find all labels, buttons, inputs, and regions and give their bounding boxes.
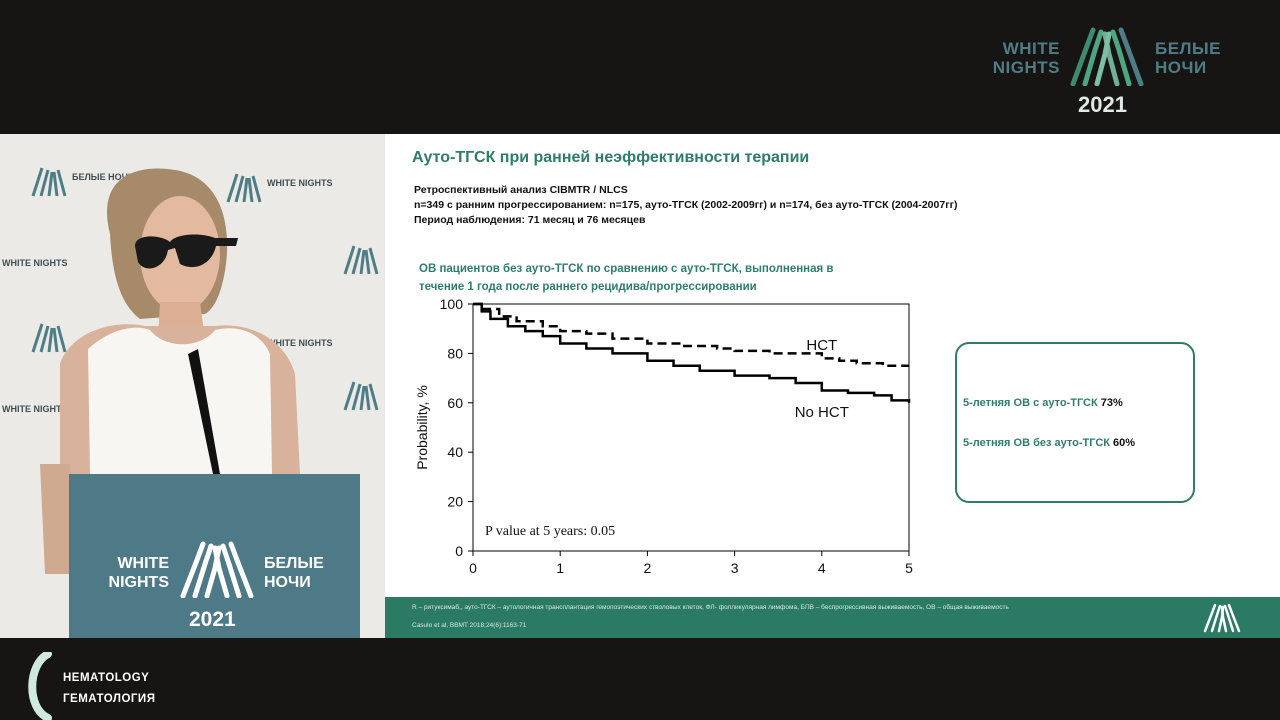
summary-label: 5-летняя ОВ с ауто-ТГСК bbox=[963, 397, 1098, 409]
summary-label: 5-летняя ОВ без ауто-ТГСК bbox=[963, 437, 1110, 449]
chart-subtitle: ОВ пациентов без ауто-ТГСК по сравнению … bbox=[419, 263, 834, 293]
summary-box: 5-летняя ОВ с ауто-ТГСК 73% 5-летняя ОВ … bbox=[955, 342, 1195, 503]
series-label: No HCT bbox=[795, 404, 849, 421]
podium-logo-icon bbox=[180, 541, 254, 598]
podium-year: 2021 bbox=[189, 608, 236, 631]
p-value-annotation: P value at 5 years: 0.05 bbox=[485, 524, 615, 539]
x-tick-label: 3 bbox=[731, 560, 739, 576]
footer-abbreviations: R – ритуксимаб,, ауто-ТГСК – аутологична… bbox=[412, 604, 1009, 611]
presentation-slide: Ауто-ТГСК при ранней неэффективности тер… bbox=[385, 134, 1280, 638]
backdrop-logo bbox=[30, 320, 70, 359]
backdrop-logo bbox=[342, 242, 382, 281]
x-tick-label: 5 bbox=[905, 560, 913, 576]
slide-footer: R – ритуксимаб,, ауто-ТГСК – аутологична… bbox=[385, 597, 1280, 638]
y-tick-label: 80 bbox=[447, 345, 463, 361]
summary-value: 60% bbox=[1113, 437, 1136, 449]
backdrop-logo-icon bbox=[343, 245, 379, 275]
x-tick-label: 2 bbox=[644, 560, 652, 576]
top-bar bbox=[0, 0, 1280, 134]
study-info-line: Ретроспективный анализ CIBMTR / NLCS bbox=[414, 184, 628, 196]
backdrop-logo-label: WHITE NIGHTS bbox=[267, 178, 333, 188]
y-tick-label: 100 bbox=[440, 296, 464, 312]
summary-value: 73% bbox=[1100, 397, 1123, 409]
footer-logo-icon bbox=[1203, 603, 1241, 633]
caption-arc-icon bbox=[28, 652, 52, 720]
backdrop-logo-icon bbox=[31, 167, 67, 197]
backdrop-logo: WHITE NIGHTS bbox=[225, 170, 333, 209]
backdrop-logo-label: БЕЛЫЕ НОЧИ bbox=[72, 172, 135, 182]
y-axis-label: Probability, % bbox=[414, 385, 430, 470]
podium-text-en: WHITE NIGHTS bbox=[108, 555, 169, 591]
plot-frame bbox=[472, 303, 910, 552]
series-line-hct bbox=[473, 302, 909, 367]
y-tick-label: 0 bbox=[455, 543, 463, 559]
series-line-no-hct bbox=[473, 302, 911, 403]
x-tick-label: 1 bbox=[556, 560, 564, 576]
logo-mark-icon bbox=[1070, 27, 1144, 86]
backdrop-logo-icon bbox=[31, 323, 67, 353]
backdrop-logo: БЕЛЫЕ НОЧИ bbox=[30, 164, 134, 203]
backdrop-logo-icon bbox=[226, 173, 262, 203]
speaker-figure bbox=[40, 168, 300, 574]
summary-line-no-hct: 5-летняя ОВ без ауто-ТГСК 60% bbox=[963, 437, 1135, 449]
study-info-line: Период наблюдения: 71 месяц и 76 месяцев bbox=[414, 214, 646, 226]
event-logo: WHITE NIGHTS БЕЛЫЕ НОЧИ 2021 bbox=[985, 24, 1230, 119]
podium-text-ru: БЕЛЫЕ НОЧИ bbox=[264, 555, 324, 591]
y-tick-label: 40 bbox=[447, 444, 463, 460]
caption-line-ru: ГЕМАТОЛОГИЯ bbox=[63, 693, 156, 705]
study-info-line: n=349 с ранним прогрессированием: n=175,… bbox=[414, 199, 958, 211]
logo-year: 2021 bbox=[1078, 92, 1127, 117]
speaker-video: БЕЛЫЕ НОЧИ WHITE NIGHTS WHITE NIGHTS WHI… bbox=[0, 134, 385, 638]
y-tick-label: 20 bbox=[447, 494, 463, 510]
chart-background bbox=[405, 294, 925, 590]
backdrop-logo bbox=[342, 378, 382, 417]
logo-text-en: WHITE NIGHTS bbox=[992, 39, 1060, 77]
footer-reference: Casulo et al, BBMT 2018;24(6):1163-71 bbox=[412, 622, 527, 629]
podium: WHITE NIGHTS БЕЛЫЕ НОЧИ 2021 bbox=[69, 474, 360, 638]
bottom-bar bbox=[0, 638, 1280, 720]
annotation-box bbox=[479, 515, 657, 545]
logo-text-ru: БЕЛЫЕ НОЧИ bbox=[1155, 39, 1221, 77]
caption-line-en: HEMATOLOGY bbox=[63, 672, 150, 684]
backdrop-logo-label: WHITE NIGHTS bbox=[267, 338, 333, 348]
backdrop-logo-icon bbox=[343, 381, 379, 411]
topic-caption: HEMATOLOGY ГЕМАТОЛОГИЯ bbox=[63, 668, 155, 710]
backdrop-logo-label: WHITE NIGHTS bbox=[2, 258, 68, 268]
backdrop-logo-label: WHITE NIGHTS bbox=[2, 404, 68, 414]
slide-title: Ауто-ТГСК при ранней неэффективности тер… bbox=[412, 149, 810, 166]
summary-line-hct: 5-летняя ОВ с ауто-ТГСК 73% bbox=[963, 397, 1123, 409]
series-label: HCT bbox=[806, 337, 837, 354]
y-tick-label: 60 bbox=[447, 395, 463, 411]
study-info: Ретроспективный анализ CIBMTR / NLCS n=3… bbox=[414, 183, 957, 228]
x-tick-label: 4 bbox=[818, 560, 826, 576]
x-tick-label: 0 bbox=[469, 560, 477, 576]
survival-chart: 0 20 40 60 80 100 0 1 2 3 4 5 Probability, % HCT No HC… bbox=[405, 294, 925, 590]
